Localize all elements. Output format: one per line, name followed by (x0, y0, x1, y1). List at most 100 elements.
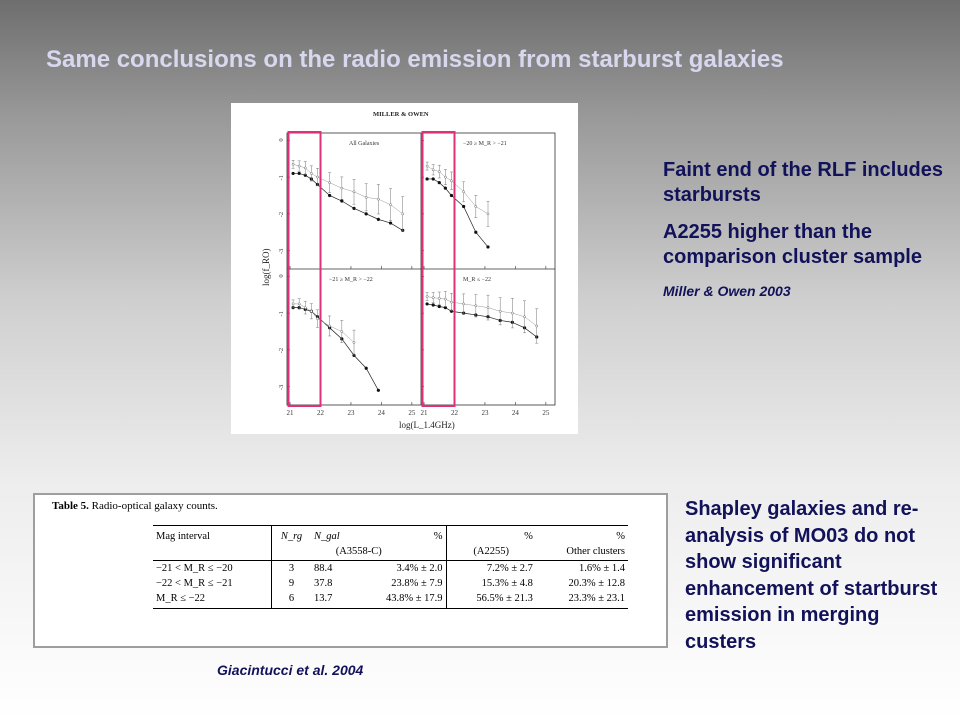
table-cell: 56.5% ± 21.3 (446, 591, 536, 609)
y-tick-label: -1 (278, 175, 285, 180)
data-point (449, 193, 454, 198)
panel-label: M_R ≤ −22 (463, 277, 491, 283)
data-point (352, 353, 356, 357)
table-cell: 6 (271, 591, 311, 609)
table-cell: 23.3% ± 23.1 (535, 591, 628, 609)
data-point (376, 217, 380, 221)
x-tick-label: 23 (481, 409, 489, 417)
col-header-mag: Mag interval (153, 525, 273, 544)
table-row: −22 < M_R ≤ −21 9 37.8 23.8% ± 7.9 15.3%… (153, 576, 628, 591)
series-line-alt (293, 164, 403, 215)
data-point-alt (377, 197, 380, 201)
faint-end-highlight (421, 131, 456, 407)
x-tick-label: 21 (287, 409, 295, 417)
radio-optical-table: Table 5. Radio-optical galaxy counts. Ma… (33, 493, 668, 648)
data-point-alt (297, 164, 301, 168)
subheader-empty (153, 544, 273, 561)
data-point-alt (437, 170, 441, 173)
y-tick-label: -2 (278, 348, 285, 353)
data-point (364, 366, 368, 370)
table-cell: M_R ≤ −22 (153, 591, 273, 609)
data-point-alt (450, 179, 453, 183)
data-point-alt (462, 302, 465, 306)
col-header-nrg: N_rg (271, 525, 311, 544)
faint-end-highlight (287, 131, 322, 407)
table-caption-number: Table 5. (52, 500, 89, 512)
col-header-ngal: N_gal (311, 525, 357, 544)
data-point (376, 388, 380, 392)
x-tick-label: 24 (378, 409, 386, 417)
col-header-pct-a2255: % (446, 525, 536, 544)
data-point (291, 171, 295, 176)
note-starbursts: Faint end of the RLF includes starbursts (663, 159, 943, 206)
data-point (437, 181, 441, 185)
table-cell: 23.8% ± 7.9 (356, 576, 447, 591)
data-point-alt (401, 212, 405, 216)
data-point-alt (310, 172, 313, 175)
subheader-a3558: (A3558-C) (271, 544, 447, 561)
data-point-alt (352, 341, 356, 344)
y-tick-label: -3 (278, 249, 285, 254)
faint-end-notes: Faint end of the RLF includes starbursts… (663, 158, 953, 300)
data-point-alt (352, 190, 356, 194)
data-point-alt (303, 166, 307, 170)
series-line-alt (426, 165, 489, 215)
data-point-alt (486, 212, 490, 216)
panel-label: −21 ≥ M_R > −22 (329, 277, 373, 283)
table-cell: 7.2% ± 2.7 (486, 563, 533, 574)
y-tick-label: 0 (278, 274, 285, 277)
table-caption: Table 5. Radio-optical galaxy counts. (52, 500, 218, 512)
x-tick-label: 22 (451, 409, 459, 417)
series-line-alt (293, 303, 355, 343)
panel-label: All Galaxies (349, 141, 380, 147)
data-point-alt (316, 175, 319, 179)
col-header-pct-other: % (535, 525, 628, 544)
data-point (364, 212, 368, 216)
data-point-alt (444, 297, 447, 301)
subheader-a2255: (A2255) (446, 544, 536, 561)
series-line (427, 178, 489, 248)
data-point-alt (535, 324, 539, 328)
data-point-alt (316, 317, 319, 320)
data-point-alt (474, 304, 478, 308)
data-point (431, 177, 435, 181)
citation-miller-owen: Miller & Owen 2003 (663, 283, 791, 299)
data-point (328, 193, 332, 198)
subheader-other: Other clusters (535, 544, 628, 561)
data-point-alt (425, 295, 429, 298)
data-point-alt (328, 324, 331, 328)
table-cell: −22 < M_R ≤ −21 (153, 576, 273, 591)
table-cell: 88.4 (314, 563, 333, 574)
table-cell: 9 (288, 578, 295, 589)
series-line-alt (427, 296, 537, 327)
data-point-alt (511, 311, 514, 315)
shapley-conclusion: Shapley galaxies and re-analysis of MO03… (685, 498, 938, 653)
data-point-alt (291, 162, 295, 166)
data-point-alt (486, 306, 490, 309)
table-cell: 3 (288, 563, 295, 574)
table-row: −21 < M_R ≤ −20 3 88.4 3.4% ± 2.0 7.2% ±… (153, 560, 628, 576)
table-cell: 15.3% ± 4.8 (481, 578, 533, 589)
table-cell: −21 < M_R ≤ −20 (153, 560, 273, 576)
x-tick-label: 22 (317, 409, 325, 417)
table-cell: 13.7 (311, 591, 357, 609)
slide-title: Same conclusions on the radio emission f… (46, 46, 784, 73)
data-point-alt (297, 302, 301, 306)
table-row: M_R ≤ −22 6 13.7 43.8% ± 17.9 56.5% ± 21… (153, 591, 628, 609)
x-tick-label: 21 (421, 409, 429, 417)
data-point-alt (310, 309, 313, 313)
data-point-alt (523, 315, 526, 319)
data-point-alt (437, 297, 441, 300)
data-point (431, 303, 435, 307)
table-cell: 3.4% ± 2.0 (356, 560, 447, 576)
data-point (297, 171, 301, 176)
data-point-alt (340, 330, 344, 333)
data-point-alt (474, 205, 478, 208)
x-tick-label: 23 (347, 409, 355, 417)
data-point-alt (425, 164, 429, 168)
data-point-alt (364, 195, 368, 199)
rlf-figure: MILLER & OWEN All Galaxies −20 ≥ M_R > −2… (231, 103, 578, 434)
data-point-alt (498, 309, 502, 313)
note-a2255: A2255 higher than the comparison cluster… (663, 221, 922, 268)
data-point (443, 186, 447, 190)
